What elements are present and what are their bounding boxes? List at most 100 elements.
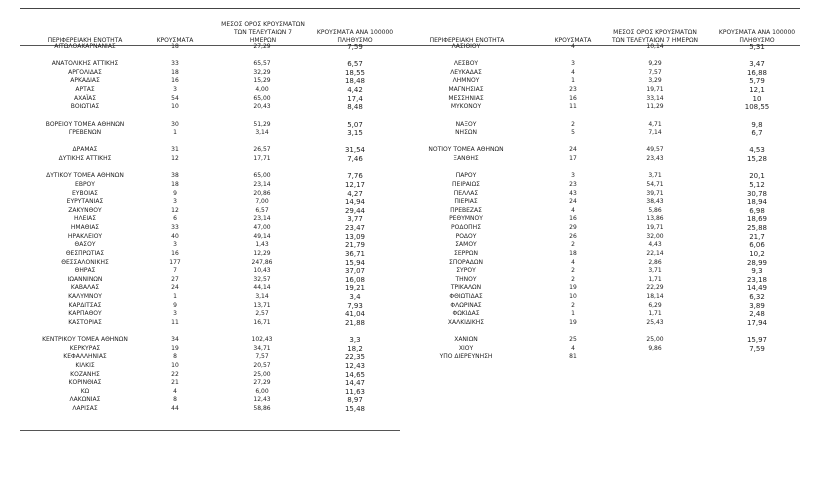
per-100k: 31,54 xyxy=(344,146,366,155)
table-row: ΚΑΒΑΛΑΣ 24 44,14 19,21 xyxy=(20,284,420,293)
region-name: ΚΙΛΚΙΣ xyxy=(75,361,95,369)
cases: 4 xyxy=(571,258,575,266)
mean-7-days: 5,86 xyxy=(648,206,662,214)
cases: 3 xyxy=(571,172,575,180)
per-100k: 16,88 xyxy=(746,68,768,77)
table-row: ΞΑΝΘΗΣ 17 23,43 15,28 xyxy=(402,155,802,164)
region-name: ΗΡΑΚΛΕΙΟΥ xyxy=(67,232,103,240)
table-row: ΑΡΓΟΛΙΔΑΣ 18 32,29 18,55 xyxy=(20,69,420,78)
table-row: ΝΑΞΟΥ 2 4,71 9,8 xyxy=(402,121,802,130)
region-name: ΦΛΩΡΙΝΑΣ xyxy=(450,301,482,309)
per-100k: 8,48 xyxy=(347,103,363,112)
mean-7-days: 15,29 xyxy=(253,77,271,85)
table-row: ΡΟΔΟΠΗΣ 29 19,71 25,88 xyxy=(402,224,802,233)
cases: 25 xyxy=(569,336,577,344)
mean-7-days: 65,57 xyxy=(253,60,271,68)
cases: 19 xyxy=(569,318,577,326)
region-name: ΦΘΙΩΤΙΔΑΣ xyxy=(449,292,483,300)
cases: 4 xyxy=(571,344,575,352)
mean-7-days: 23,43 xyxy=(646,155,664,163)
region-name: ΤΗΝΟΥ xyxy=(455,275,477,283)
region-name: ΤΡΙΚΑΛΩΝ xyxy=(450,284,482,292)
mean-7-days: 27,29 xyxy=(253,379,271,387)
per-100k: 15,48 xyxy=(344,405,366,414)
per-100k: 17,4 xyxy=(347,94,363,103)
table-row: ΤΡΙΚΑΛΩΝ 19 22,29 14,49 xyxy=(402,284,802,293)
per-100k: 7,59 xyxy=(347,43,363,51)
mean-7-days: 3,29 xyxy=(648,77,662,85)
table-row: ΒΟΡΕΙΟΥ ΤΟΜΕΑ ΑΘΗΝΩΝ 30 51,29 5,07 xyxy=(20,121,420,130)
per-100k: 3,4 xyxy=(349,292,361,301)
region-name: ΑΧΑΪΑΣ xyxy=(74,94,96,102)
region-name: ΛΑΡΙΣΑΣ xyxy=(72,405,98,413)
per-100k: 23,18 xyxy=(746,275,768,284)
region-name: ΚΟΖΑΝΗΣ xyxy=(70,370,100,378)
table-row: ΕΒΡΟΥ 18 23,14 12,17 xyxy=(20,181,420,190)
cases: 38 xyxy=(171,172,179,180)
region-name: ΛΕΣΒΟΥ xyxy=(453,60,479,68)
table-row: ΛΕΥΚΑΔΑΣ 4 7,57 16,88 xyxy=(402,69,802,78)
per-100k: 5,07 xyxy=(347,120,363,129)
cases: 8 xyxy=(173,353,177,361)
region-name: ΡΟΔΟΠΗΣ xyxy=(451,224,481,232)
table-row: ΦΛΩΡΙΝΑΣ 2 6,29 3,89 xyxy=(402,302,802,311)
cases: 1 xyxy=(571,310,575,318)
region-name: ΚΑΒΑΛΑΣ xyxy=(70,284,100,292)
region-name: ΜΑΓΝΗΣΙΑΣ xyxy=(448,86,484,94)
table-row: ΧΙΟΥ 4 9,86 7,59 xyxy=(402,345,802,354)
table-row: ΚΑΛΥΜΝΟΥ 1 3,14 3,4 xyxy=(20,293,420,302)
table-row: ΠΙΕΡΙΑΣ 24 38,43 18,94 xyxy=(402,198,802,207)
mean-7-days: 1,43 xyxy=(255,241,269,249)
table-row: ΛΑΚΩΝΙΑΣ 8 12,43 8,97 xyxy=(20,396,420,405)
header-per100k: ΚΡΟΥΣΜΑΤΑ ΑΝΑ 100000 ΠΛΗΘΥΣΜΟ xyxy=(718,29,796,44)
table-row: ΛΗΜΝΟΥ 1 3,29 5,79 xyxy=(402,77,802,86)
mean-7-days: 25,00 xyxy=(646,336,664,344)
cases: 23 xyxy=(569,86,577,94)
region-name: ΚΑΡΔΙΤΣΑΣ xyxy=(68,301,102,309)
per-100k: 5,79 xyxy=(749,77,765,86)
cases: 1 xyxy=(173,129,177,137)
per-100k: 3,89 xyxy=(749,301,765,310)
mean-7-days: 20,43 xyxy=(253,103,271,111)
table-row: ΧΑΛΚΙΔΙΚΗΣ 19 25,43 17,94 xyxy=(402,319,802,328)
mean-7-days: 19,71 xyxy=(646,86,664,94)
table-row: ΡΕΘΥΜΝΟΥ 16 13,86 18,69 xyxy=(402,215,802,224)
cases: 177 xyxy=(169,258,181,266)
table-row: ΠΑΡΟΥ 3 3,71 20,1 xyxy=(402,172,802,181)
region-name: ΔΥΤΙΚΗΣ ΑΤΤΙΚΗΣ xyxy=(58,155,112,163)
bottom-rule xyxy=(20,430,400,431)
region-name: ΕΥΒΟΙΑΣ xyxy=(72,189,98,197)
per-100k: 14,94 xyxy=(344,198,366,207)
per-100k: 3,77 xyxy=(347,215,363,224)
region-name: ΔΡΑΜΑΣ xyxy=(72,146,98,154)
table-row: ΚΕΦΑΛΛΗΝΙΑΣ 8 7,57 22,35 xyxy=(20,353,420,362)
cases: 2 xyxy=(571,267,575,275)
cases: 16 xyxy=(171,249,179,257)
region-name: ΛΕΥΚΑΔΑΣ xyxy=(450,68,482,76)
region-name: ΣΥΡΟΥ xyxy=(456,267,476,275)
cases: 2 xyxy=(571,241,575,249)
region-name: ΞΑΝΘΗΣ xyxy=(453,155,479,163)
mean-7-days: 18,14 xyxy=(646,292,664,300)
table-row: ΛΕΣΒΟΥ 3 9,29 3,47 xyxy=(402,60,802,69)
mean-7-days: 2,86 xyxy=(648,258,662,266)
region-name: ΑΡΤΑΣ xyxy=(75,86,95,94)
header-region: ΠΕΡΙΦΕΡΕΙΑΚΗ ΕΝΟΤΗΤΑ xyxy=(47,37,123,44)
cases: 16 xyxy=(569,94,577,102)
per-100k: 4,42 xyxy=(347,86,363,95)
table-row: ΤΗΝΟΥ 2 1,71 23,18 xyxy=(402,276,802,285)
per-100k: 14,65 xyxy=(344,370,366,379)
cases: 19 xyxy=(569,284,577,292)
region-name: ΒΟΙΩΤΙΑΣ xyxy=(70,103,100,111)
cases: 9 xyxy=(173,301,177,309)
per-100k: 9,8 xyxy=(751,120,763,129)
region-name: ΘΗΡΑΣ xyxy=(74,267,96,275)
cases: 44 xyxy=(171,405,179,413)
per-100k: 108,55 xyxy=(744,103,770,112)
per-100k: 6,32 xyxy=(749,292,765,301)
region-name: ΝΟΤΙΟΥ ΤΟΜΕΑ ΑΘΗΝΩΝ xyxy=(428,146,504,154)
per-100k: 6,06 xyxy=(749,241,765,250)
mean-7-days: 17,71 xyxy=(253,155,271,163)
table-row: ΔΥΤΙΚΟΥ ΤΟΜΕΑ ΑΘΗΝΩΝ 38 65,00 7,76 xyxy=(20,172,420,181)
table-row: ΣΥΡΟΥ 2 3,71 9,3 xyxy=(402,267,802,276)
